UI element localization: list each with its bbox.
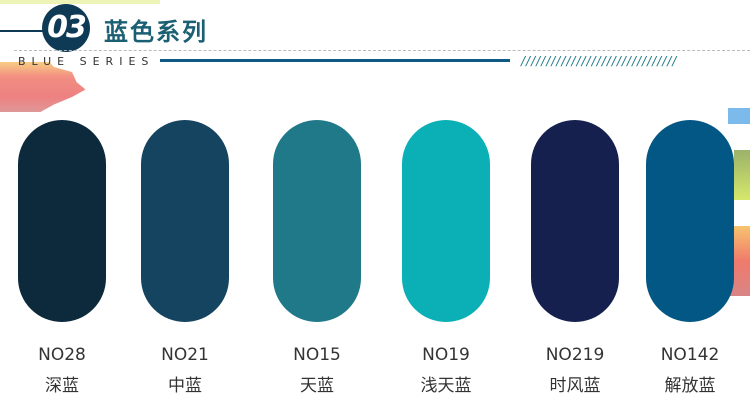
swatch-name: 中蓝: [168, 376, 202, 396]
brush-decoration: [0, 0, 160, 4]
section-subtitle: BLUE SERIES: [18, 55, 155, 68]
color-swatch: [18, 120, 106, 322]
section-number-badge: 03: [42, 4, 90, 52]
header-bar: [160, 59, 510, 62]
swatch-name: 浅天蓝: [420, 376, 472, 396]
color-swatch: [273, 120, 361, 322]
color-swatch: [141, 120, 229, 322]
swatch-code: NO19: [422, 345, 470, 365]
brush-decoration: [734, 150, 750, 200]
brush-decoration: [0, 62, 86, 112]
hatch-decoration: ///////////////////////////////: [521, 54, 678, 68]
swatch-code: NO142: [660, 345, 720, 365]
section-title: 蓝色系列: [104, 18, 208, 46]
header-line: [0, 30, 46, 32]
color-swatch: [531, 120, 619, 322]
color-swatch: [402, 120, 490, 322]
swatch-code: NO15: [293, 345, 341, 365]
brush-decoration: [728, 108, 750, 124]
divider: [14, 50, 750, 51]
swatch-code: NO21: [161, 345, 209, 365]
swatch-name: 时风蓝: [549, 376, 601, 396]
swatch-name: 天蓝: [300, 376, 334, 396]
swatch-code: NO28: [38, 345, 86, 365]
brush-decoration: [730, 226, 750, 296]
swatch-code: NO219: [545, 345, 605, 365]
swatch-name: 深蓝: [45, 376, 79, 396]
color-swatch: [646, 120, 734, 322]
swatch-name: 解放蓝: [664, 376, 716, 396]
